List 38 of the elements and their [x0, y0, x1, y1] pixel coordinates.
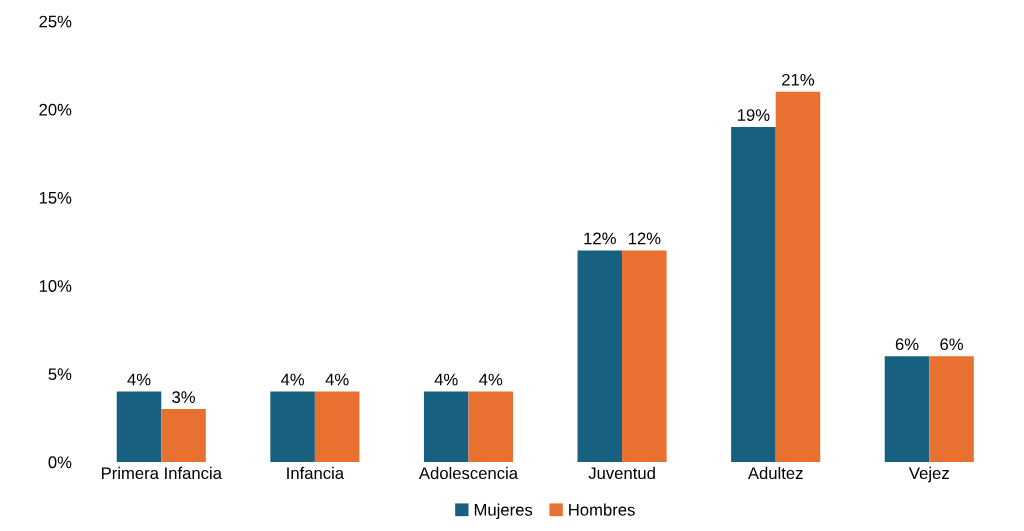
data-label: 12% [628, 232, 661, 245]
bar [314, 391, 360, 462]
data-label: 4% [434, 373, 458, 386]
y-tick-label: 5% [48, 368, 72, 381]
data-label: 19% [738, 109, 770, 121]
data-label: 4% [127, 373, 151, 386]
y-tick-label: 25% [39, 15, 72, 28]
x-tick-label: Adultez [747, 466, 803, 480]
y-tick-label: 0% [48, 456, 72, 469]
bar [775, 91, 821, 462]
data-label: 4% [325, 373, 349, 386]
bar [116, 391, 162, 462]
legend-label: Mujeres [474, 503, 533, 520]
x-tick-label: Infancia [287, 466, 345, 480]
bar [884, 356, 930, 462]
bar [731, 127, 776, 462]
y-tick-label: 20% [39, 103, 72, 116]
x-tick-label: Juventud [588, 466, 655, 480]
data-label: 6% [940, 338, 963, 351]
y-tick-label: 15% [39, 192, 72, 204]
bar [423, 391, 469, 462]
data-label: 4% [280, 373, 305, 386]
bar [577, 250, 623, 462]
data-label: 4% [479, 373, 503, 386]
data-label: 6% [895, 338, 919, 351]
x-tick-label: Vejez [908, 466, 949, 483]
bar [622, 250, 667, 462]
y-tick-label: 10% [39, 280, 72, 292]
x-tick-label: Primera Infancia [101, 466, 222, 480]
data-label: 3% [172, 391, 195, 404]
data-label: 12% [584, 232, 616, 245]
legend-label: Hombres [569, 503, 635, 516]
bar [270, 391, 315, 462]
bar [468, 391, 514, 462]
bar [161, 409, 206, 462]
x-tick-label: Adolescencia [418, 466, 519, 480]
data-label: 21% [782, 73, 815, 86]
bar [929, 356, 974, 462]
